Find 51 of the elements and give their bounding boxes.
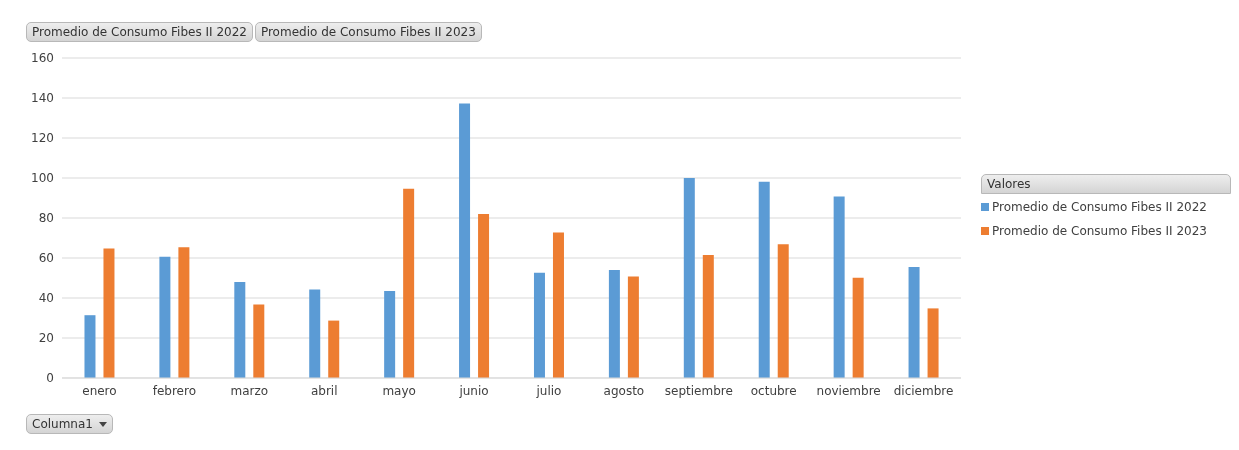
legend-label: Promedio de Consumo Fibes II 2023 [992,223,1207,238]
bar [103,248,115,378]
y-tick-label: 120 [31,131,54,146]
bar [328,320,340,378]
bar [758,181,770,378]
x-tick-label: enero [82,383,117,398]
x-tick-label: septiembre [664,383,733,398]
bar [459,103,471,378]
bar [234,282,246,378]
bar [478,214,490,378]
y-tick-label: 80 [38,211,54,226]
bar [683,178,695,378]
bar [552,232,564,378]
bar [384,291,396,378]
x-tick-label: octubre [750,383,797,398]
bar [178,247,190,378]
y-tick-label: 140 [31,91,54,106]
x-tick-label: abril [310,383,338,398]
x-tick-label: noviembre [816,383,881,398]
bar [309,289,321,378]
y-tick-label: 100 [31,171,54,186]
x-tick-label: mayo [382,383,416,398]
bar [833,196,845,378]
legend-title: Valores [981,173,1231,194]
bar [159,256,171,378]
x-tick-label: diciembre [893,383,954,398]
x-tick-label: marzo [230,383,269,398]
bar [253,304,265,378]
x-tick-label: agosto [603,383,645,398]
y-tick-label: 20 [38,331,54,346]
text: Promedio de Consumo Fibes II 2023 [254,22,482,42]
bar [533,272,545,378]
bar [608,270,620,378]
bar [777,244,789,378]
bar [84,315,96,378]
bar [627,276,639,378]
y-tick-label: 0 [46,371,54,386]
x-tick-label: julio [535,383,562,398]
y-tick-label: 160 [31,51,54,66]
y-tick-label: 60 [38,251,54,266]
x-tick-label: febrero [152,383,197,398]
legend-label: Promedio de Consumo Fibes II 2022 [992,199,1207,214]
x-tick-label: junio [458,383,489,398]
bar [927,308,939,378]
bar [852,277,864,378]
text: Promedio de Consumo Fibes II 2022 [26,22,253,42]
bar [908,267,920,378]
bar [403,188,415,378]
bar [702,255,714,378]
y-tick-label: 40 [38,291,54,306]
text: Columna1 [26,414,113,434]
